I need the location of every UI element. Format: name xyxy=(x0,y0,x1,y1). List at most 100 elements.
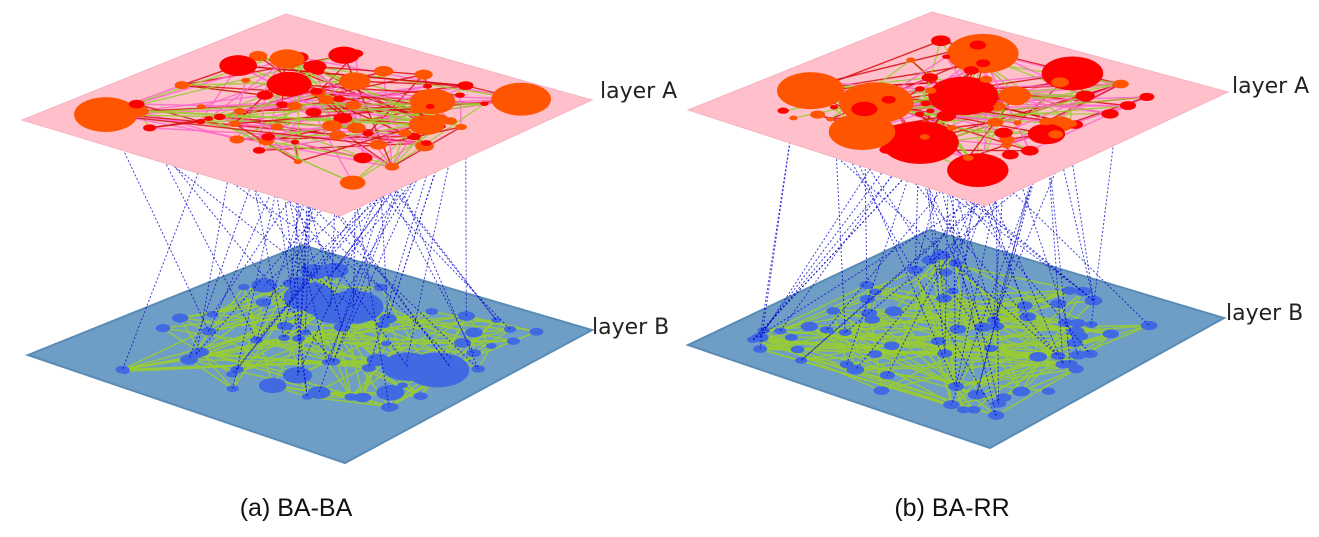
interlayer-link xyxy=(284,98,340,327)
layer-a-node xyxy=(1041,56,1104,91)
layer-b-node xyxy=(957,406,970,414)
layer-b-node xyxy=(258,378,287,394)
interlayer-link xyxy=(236,166,393,370)
layer-a-node xyxy=(310,87,323,95)
layer-a-edge xyxy=(234,123,415,138)
layer-a-node xyxy=(369,139,388,150)
layer-a-node xyxy=(976,59,991,68)
layer-b-edge xyxy=(326,361,352,398)
layer-a-node xyxy=(491,82,551,116)
layer-a-node xyxy=(809,86,822,94)
interlayer-link xyxy=(281,104,343,328)
layer-a-node xyxy=(328,130,346,140)
layer-b-edge xyxy=(780,330,1039,358)
layer-b-node xyxy=(747,336,760,343)
layer-a-node xyxy=(204,116,214,122)
layer-b-plane xyxy=(25,243,595,465)
layer-b-node xyxy=(937,349,953,358)
layer-a-node xyxy=(994,127,1013,138)
layer-b-node xyxy=(276,321,293,331)
interlayer-link xyxy=(238,110,285,338)
layer-b-edge xyxy=(124,361,327,373)
layer-a-node xyxy=(443,117,457,125)
layer-b-node xyxy=(990,399,1007,408)
interlayer-link xyxy=(993,124,1076,321)
layer-b-edge xyxy=(855,363,1071,371)
layer-b-edge xyxy=(759,299,1094,339)
layer-b-edge xyxy=(243,286,274,386)
layer-a-plane xyxy=(20,13,594,217)
layer-b-edge xyxy=(759,348,952,406)
layer-b-node xyxy=(1102,329,1119,339)
interlayer-link xyxy=(294,105,300,339)
layer-a-node xyxy=(1051,77,1069,88)
layer-b-node xyxy=(1069,350,1087,360)
interlayer-link xyxy=(833,107,957,387)
layer-a-edge xyxy=(138,94,266,112)
layer-a-node xyxy=(398,129,412,137)
layer-a-edge xyxy=(946,115,1018,124)
layer-a-node xyxy=(233,107,246,115)
layer-b-edge xyxy=(1020,355,1059,393)
layer-a-node xyxy=(195,118,206,125)
interlayer-link xyxy=(332,126,442,362)
layer-b-label: layer B xyxy=(1226,301,1303,326)
layer-b-edge xyxy=(188,358,234,390)
layer-b-node xyxy=(930,337,946,346)
layer-b-edge xyxy=(180,301,264,319)
layer-a-node xyxy=(408,106,422,114)
interlayer-link xyxy=(793,117,1059,357)
layer-a-label: layer A xyxy=(1232,74,1309,99)
layer-b-node xyxy=(794,357,808,364)
layer-a-node xyxy=(914,111,925,117)
layer-b-edge xyxy=(801,347,991,362)
layer-a-node xyxy=(287,101,303,111)
layer-b-node xyxy=(333,322,351,332)
layer-b-node xyxy=(506,337,520,345)
panel-ba-ba: layer A layer B (a) BA-BA xyxy=(20,13,677,522)
layer-b-node xyxy=(381,402,398,412)
layer-a-node xyxy=(266,71,312,97)
layer-a-node xyxy=(909,143,929,154)
interlayer-link xyxy=(200,106,453,360)
layer-b-node xyxy=(784,333,798,341)
interlayer-link xyxy=(919,114,945,299)
layer-b-edge xyxy=(951,390,1022,406)
layer-b-node xyxy=(307,282,326,293)
layer-a-node xyxy=(942,54,951,60)
layer-a-edge xyxy=(105,112,427,144)
layer-b-edge xyxy=(179,317,202,353)
layer-a-node xyxy=(816,78,831,87)
layer-a-node xyxy=(1027,123,1066,145)
layer-a-node xyxy=(455,123,467,131)
layer-a-node xyxy=(249,50,268,62)
layer-b-edge xyxy=(753,338,1064,366)
layer-a-node xyxy=(1075,90,1095,102)
layer-b-node xyxy=(379,313,397,324)
layer-a-node xyxy=(1101,109,1119,119)
layer-b-node xyxy=(949,324,967,334)
layer-a-node xyxy=(987,117,1004,127)
interlayer-link xyxy=(951,127,957,387)
layer-a-node xyxy=(962,154,974,161)
interlayer-link xyxy=(231,119,440,375)
layer-a-node xyxy=(338,72,371,90)
layer-a-node xyxy=(414,69,433,80)
layer-a-node xyxy=(270,123,284,131)
layer-b-edge xyxy=(832,291,876,312)
interlayer-link xyxy=(1045,133,1071,365)
layer-a-node xyxy=(1021,145,1039,156)
layer-a-node xyxy=(838,82,914,124)
panel-ba-rr: layer A layer B (b) BA-RR xyxy=(685,11,1309,522)
layer-b-edge xyxy=(1026,316,1039,358)
layer-a-nodes xyxy=(777,33,1155,188)
layer-b-node xyxy=(453,338,472,348)
layer-a-edge xyxy=(105,112,393,168)
layer-b-edge xyxy=(955,363,1071,388)
layer-a-nodes xyxy=(74,46,551,190)
layer-b-edge xyxy=(179,317,298,376)
layer-b-node xyxy=(301,393,313,400)
layer-a-node xyxy=(421,140,432,147)
layer-a-node xyxy=(241,77,251,83)
layer-b-edge xyxy=(473,328,511,354)
